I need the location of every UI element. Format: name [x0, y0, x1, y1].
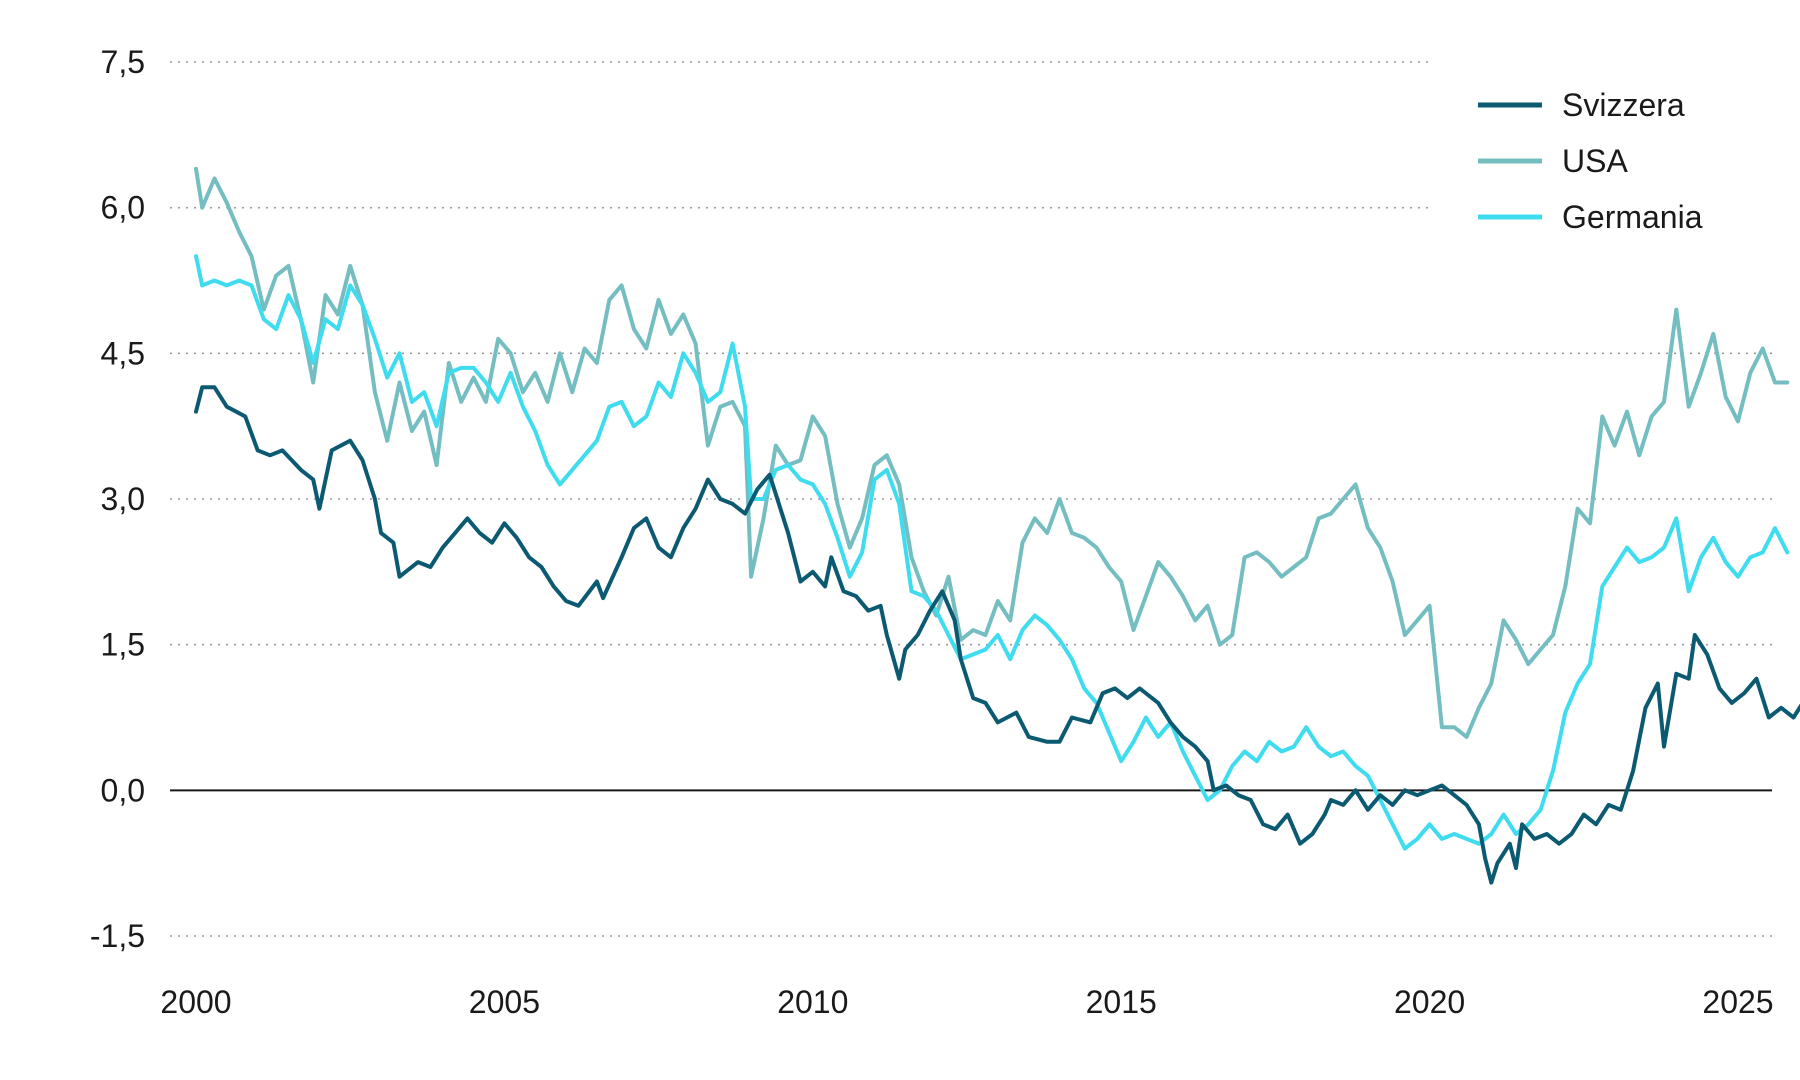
legend-label-germania: Germania	[1562, 199, 1703, 235]
y-tick-label: 1,5	[101, 627, 145, 663]
x-tick-label: 2000	[160, 984, 231, 1020]
series-line-svizzera	[194, 385, 1800, 885]
y-tick-label: 3,0	[101, 481, 145, 517]
series-line-usa	[194, 166, 1790, 739]
legend: Svizzera USA Germania	[1478, 87, 1703, 235]
x-tick-label: 2010	[777, 984, 848, 1020]
x-tick-label: 2015	[1086, 984, 1157, 1020]
y-tick-label: 4,5	[101, 335, 145, 371]
y-tick-label: 0,0	[101, 772, 145, 808]
series-layer	[194, 166, 1800, 885]
x-tick-label: 2020	[1394, 984, 1465, 1020]
series-line-germania	[194, 254, 1790, 851]
y-tick-label: 7,5	[101, 44, 145, 80]
y-tick-label: -1,5	[90, 918, 145, 954]
legend-label-svizzera: Svizzera	[1562, 87, 1685, 123]
grid-layer	[170, 61, 1772, 937]
x-tick-label: 2025	[1702, 984, 1773, 1020]
x-tick-label: 2005	[469, 984, 540, 1020]
y-tick-label: 6,0	[101, 190, 145, 226]
axis-layer: -1,5 0,0 1,5 3,0 4,5 6,0 7,5 2000 2005 2010 2015 20…	[90, 44, 1774, 1020]
legend-label-usa: USA	[1562, 143, 1628, 179]
